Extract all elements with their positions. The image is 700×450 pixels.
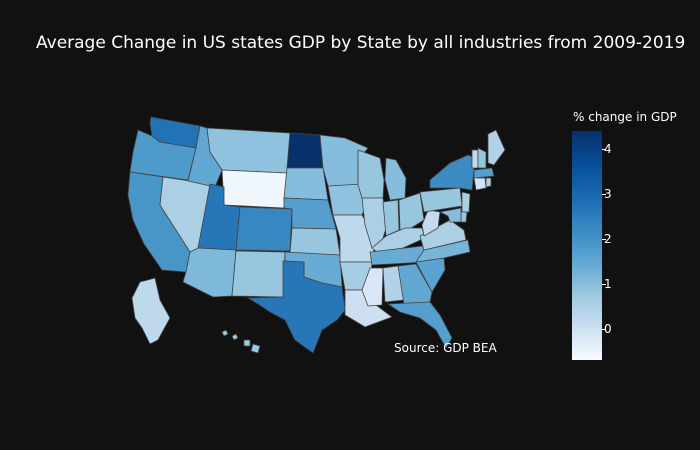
state-tx[interactable] — [246, 260, 346, 354]
colorbar-tick-label: 0 — [604, 321, 612, 336]
state-de[interactable] — [460, 211, 468, 223]
state-az[interactable] — [182, 247, 237, 298]
state-me[interactable] — [487, 129, 506, 166]
state-wi[interactable] — [357, 149, 385, 199]
state-wy[interactable] — [221, 169, 288, 209]
colorbar-tick-label: 2 — [604, 231, 612, 246]
state-in[interactable] — [382, 199, 400, 237]
state-ak[interactable] — [131, 277, 171, 345]
state-wv[interactable] — [421, 209, 441, 237]
state-ma[interactable] — [473, 167, 495, 179]
state-ga[interactable] — [397, 263, 433, 305]
chart-title: Average Change in US states GDP by State… — [36, 33, 686, 53]
state-mt[interactable] — [206, 127, 291, 174]
state-ks[interactable] — [289, 227, 341, 256]
state-va[interactable] — [419, 219, 467, 251]
state-ct[interactable] — [473, 177, 487, 191]
state-nh[interactable] — [477, 147, 487, 169]
state-co[interactable] — [235, 206, 293, 252]
colorbar-title: % change in GDP — [573, 110, 677, 124]
colorbar-tick-label: 4 — [604, 141, 612, 156]
colorbar-tick-label: 1 — [604, 276, 612, 291]
state-mi[interactable] — [384, 157, 407, 201]
colorbar-tick-mark — [602, 238, 606, 240]
state-oh[interactable] — [398, 192, 425, 231]
state-hi[interactable] — [221, 329, 261, 354]
state-nj[interactable] — [461, 191, 471, 213]
colorbar-tick-mark — [602, 283, 606, 285]
source-annotation: Source: GDP BEA — [394, 341, 497, 355]
colorbar-tick-mark — [602, 148, 606, 150]
state-pa[interactable] — [419, 187, 463, 213]
state-ne[interactable] — [283, 197, 337, 230]
state-ri[interactable] — [485, 177, 492, 188]
state-nd[interactable] — [286, 132, 324, 169]
state-sd[interactable] — [283, 167, 329, 201]
state-nm[interactable] — [231, 250, 286, 298]
colorbar — [572, 131, 602, 360]
state-vt[interactable] — [471, 149, 479, 169]
colorbar-tick-mark — [602, 328, 606, 330]
state-ny[interactable] — [429, 154, 476, 191]
state-fl[interactable] — [386, 301, 453, 349]
state-ms[interactable] — [361, 267, 384, 307]
state-md[interactable] — [438, 207, 462, 223]
colorbar-tick-label: 3 — [604, 186, 612, 201]
colorbar-tick-mark — [602, 193, 606, 195]
